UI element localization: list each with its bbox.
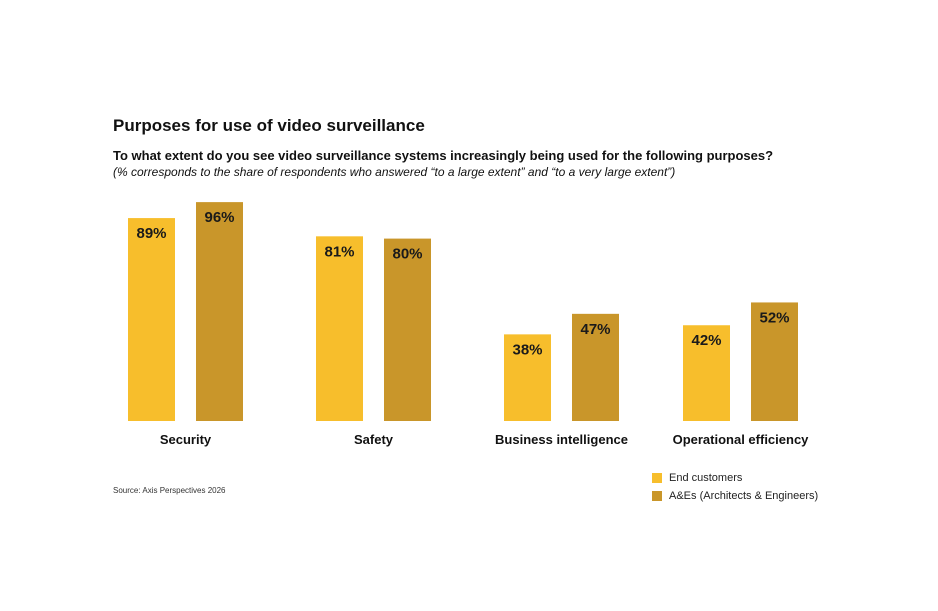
legend-label-end-customers: End customers: [669, 472, 743, 484]
data-label-business-intelligence-aes: 47%: [580, 321, 610, 338]
bar-operational-efficiency-end-customers: [683, 325, 730, 421]
bar-security-aes: [196, 202, 243, 421]
legend-swatch-end-customers: [652, 473, 662, 483]
bar-security-end-customers: [128, 218, 175, 421]
bar-operational-efficiency-aes: [751, 302, 798, 421]
category-label-operational-efficiency: Operational efficiency: [673, 432, 810, 447]
bar-safety-aes: [384, 238, 431, 421]
bar-business-intelligence-end-customers: [504, 334, 551, 421]
chart-subtitle: To what extent do you see video surveill…: [113, 148, 774, 163]
category-label-business-intelligence: Business intelligence: [495, 432, 628, 447]
category-label-security: Security: [160, 432, 212, 447]
data-label-security-aes: 96%: [204, 209, 234, 226]
chart-source: Source: Axis Perspectives 2026: [113, 486, 226, 495]
legend: End customers A&Es (Architects & Enginee…: [652, 470, 818, 506]
data-label-security-end-customers: 89%: [136, 225, 166, 242]
bar-business-intelligence-aes: [572, 313, 619, 421]
bar-safety-end-customers: [316, 236, 363, 421]
chart-note: (% corresponds to the share of responden…: [113, 165, 676, 179]
chart-title: Purposes for use of video surveillance: [113, 116, 425, 135]
legend-item-end-customers: End customers: [652, 470, 818, 486]
data-label-safety-end-customers: 81%: [324, 243, 354, 260]
data-label-operational-efficiency-end-customers: 42%: [691, 332, 721, 349]
data-label-safety-aes: 80%: [392, 246, 422, 263]
data-label-operational-efficiency-aes: 52%: [759, 309, 789, 326]
category-label-safety: Safety: [354, 432, 394, 447]
data-label-business-intelligence-end-customers: 38%: [512, 341, 542, 358]
legend-swatch-aes: [652, 491, 662, 501]
legend-label-aes: A&Es (Architects & Engineers): [669, 490, 819, 502]
legend-item-aes: A&Es (Architects & Engineers): [652, 488, 818, 504]
